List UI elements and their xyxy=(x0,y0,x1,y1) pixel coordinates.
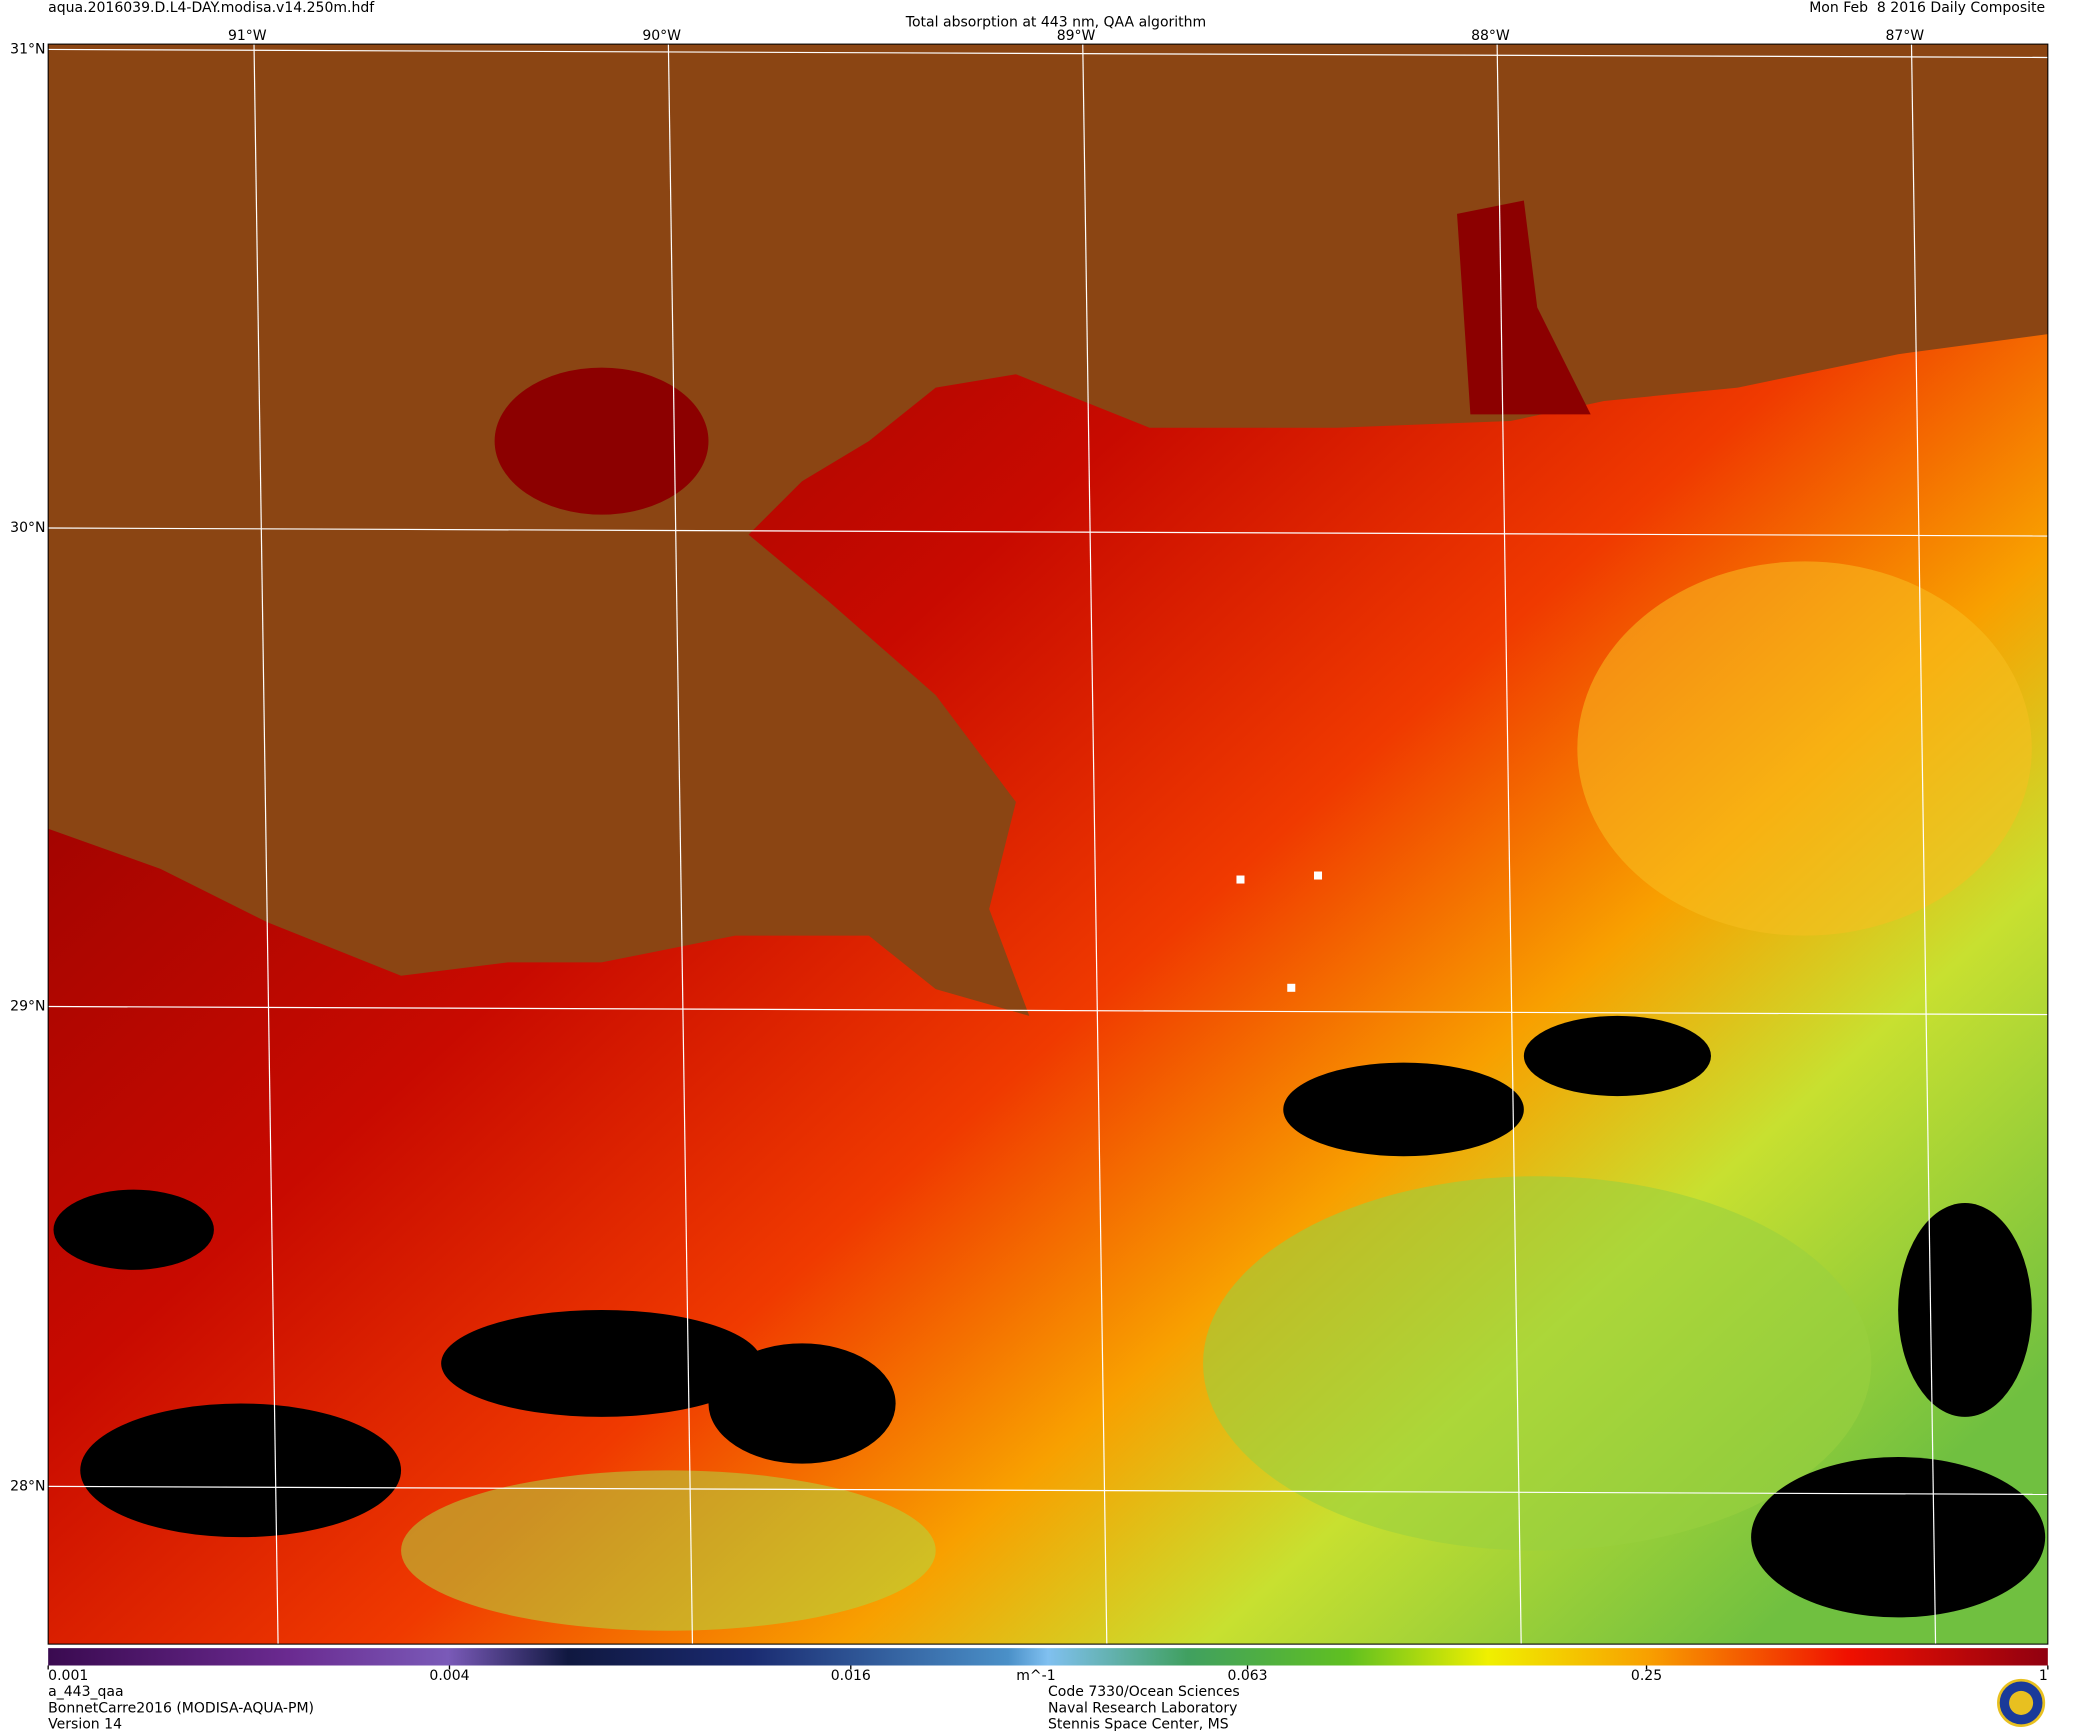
footer-center: Naval Research Laboratory xyxy=(1048,1700,1237,1716)
meridian xyxy=(253,44,279,1645)
footer-left: a_443_qaa xyxy=(48,1684,123,1700)
logo-center xyxy=(2009,1690,2034,1715)
footer-left: Version 14 xyxy=(48,1716,122,1731)
lake xyxy=(494,367,709,515)
meridian xyxy=(1082,44,1108,1645)
station xyxy=(1287,983,1296,992)
station xyxy=(1313,871,1323,880)
parallel xyxy=(48,48,2048,59)
meridian xyxy=(1496,44,1522,1645)
map-title: Total absorption at 443 nm, QAA algorith… xyxy=(905,15,1206,31)
lat-label: 30°N xyxy=(10,520,45,536)
meridian xyxy=(667,44,694,1645)
bay xyxy=(1457,200,1591,415)
land xyxy=(48,44,2048,1016)
colorbar-unit: m^-1 xyxy=(1016,1668,1055,1684)
colorbar-tick-label: 0.004 xyxy=(429,1668,469,1684)
lon-label: 89°W xyxy=(1057,28,1096,44)
cloud xyxy=(441,1309,762,1417)
colorbar-tick-label: 0.016 xyxy=(831,1668,871,1684)
footer-left: BonnetCarre2016 (MODISA-AQUA-PM) xyxy=(48,1700,314,1716)
lon-label: 90°W xyxy=(642,28,681,44)
plume xyxy=(1203,1176,1872,1551)
lat-label: 29°N xyxy=(10,999,45,1015)
footer-center: Stennis Space Center, MS xyxy=(1048,1716,1229,1731)
cloud xyxy=(1751,1456,2046,1618)
plume xyxy=(401,1470,936,1631)
cloud xyxy=(708,1343,896,1464)
colorbar-ticks: 0.001 0.004 0.016 0.063 0.25 1 xyxy=(47,1665,2049,1684)
lat-label: 28°N xyxy=(10,1478,45,1494)
colorbar-tick-label: 0.25 xyxy=(1631,1668,1662,1684)
cloud xyxy=(1898,1203,2032,1417)
colorbar xyxy=(48,1648,2048,1666)
cloud xyxy=(1523,1015,1711,1097)
lon-label: 88°W xyxy=(1471,28,1510,44)
meridian xyxy=(1910,44,1937,1645)
lon-label: 87°W xyxy=(1885,28,1924,44)
cloud xyxy=(80,1403,402,1538)
footer-center: Code 7330/Ocean Sciences xyxy=(1048,1684,1240,1700)
colorbar-tick-label: 0.063 xyxy=(1227,1668,1267,1684)
lat-label: 31°N xyxy=(10,41,45,57)
colorbar-tick-label: 1 xyxy=(2039,1668,2048,1684)
file-name: aqua.2016039.D.L4-DAY.modisa.v14.250m.hd… xyxy=(48,0,375,16)
cloud xyxy=(53,1189,214,1270)
lon-label: 91°W xyxy=(228,28,267,44)
station xyxy=(1236,875,1245,884)
colorbar-tick-label: 0.001 xyxy=(48,1668,88,1684)
cloud xyxy=(1283,1062,1524,1157)
parallel xyxy=(48,1005,2048,1016)
map-frame xyxy=(47,43,2049,1645)
plume xyxy=(1577,561,2032,936)
date-label: Mon Feb 8 2016 Daily Composite xyxy=(1809,0,2045,16)
parallel xyxy=(48,527,2048,537)
parallel xyxy=(48,1485,2048,1496)
stations xyxy=(1236,871,1323,992)
graticule xyxy=(48,44,2048,1645)
